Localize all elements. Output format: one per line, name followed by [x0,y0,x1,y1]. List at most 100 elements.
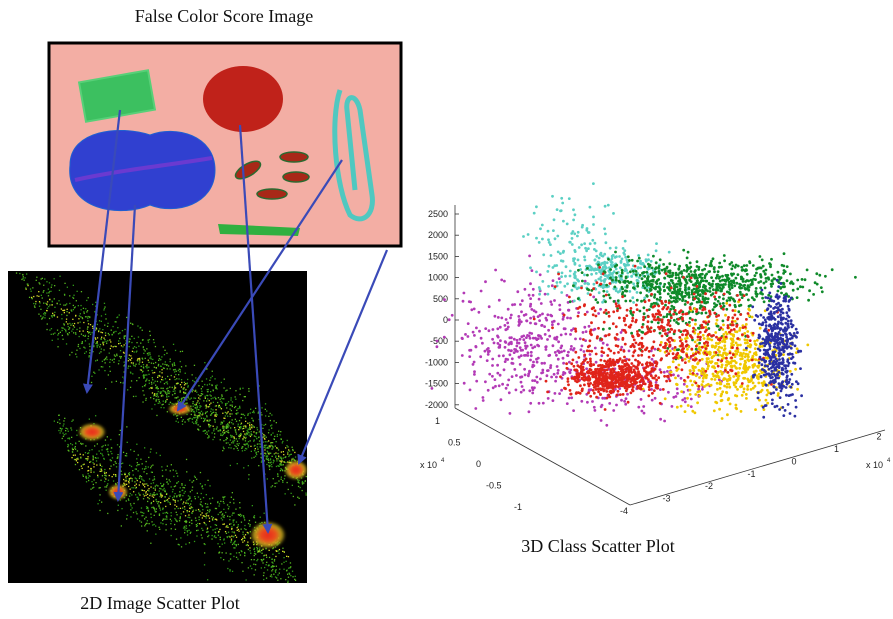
scatter-2d-dot [206,517,207,518]
class-point [592,216,595,219]
class-point [672,373,675,376]
scatter-2d-dot [69,303,70,304]
scatter-2d-dot [206,515,207,516]
class-point [592,182,595,185]
scatter-2d-dot [265,409,266,410]
class-point [470,349,473,352]
scatter-2d-dot [180,392,181,393]
class-point [538,298,541,301]
scatter-2d-dot [68,445,69,446]
scatter-2d-dot [110,466,111,467]
scatter-2d-dot [169,379,170,380]
class-point [693,288,696,291]
class-point [722,302,725,305]
scatter-2d-dot [233,423,234,424]
class-point [669,295,672,298]
scatter-2d-dot [204,564,205,565]
scatter-2d-dot [223,387,224,388]
scatter-2d-dot [206,378,207,379]
class-point [659,388,662,391]
scatter-2d-dot [74,323,75,324]
class-point [541,362,544,365]
class-point [503,280,506,283]
scatter-2d-dot [108,374,109,375]
scatter-2d-dot [81,466,82,467]
scatter-2d-dot [166,479,167,480]
scatter-2d-dot [136,347,137,348]
scatter-2d-dot [119,332,120,333]
scatter-2d-dot [174,365,175,366]
class-point [504,328,507,331]
scatter-2d-dot [76,356,77,357]
class-point [556,365,559,368]
class-point [529,297,532,300]
class-point [555,376,558,379]
scatter-2d-dot [106,472,107,473]
class-point [572,284,575,287]
class-point [659,418,662,421]
scatter-2d-dot [271,559,272,560]
scatter-2d-dot [277,574,278,575]
class-point [753,340,756,343]
class-point [548,335,551,338]
scatter-2d-dot [204,552,205,553]
scatter-2d-dot [158,391,159,392]
scatter-2d-dot [104,339,105,340]
scatter-2d-dot [197,523,198,524]
class-point [530,344,533,347]
class-point [600,252,603,255]
scatter-2d-dot [175,350,176,351]
scatter-2d-dot [118,363,119,364]
scatter-2d-dot [251,559,252,560]
scatter-2d-dot [237,526,238,527]
scatter-2d-dot [117,456,118,457]
scatter-2d-dot [140,481,141,482]
scatter-2d-dot [142,515,143,516]
class-point [698,342,701,345]
scatter-2d-dot [222,435,223,436]
scatter-2d-dot [57,338,58,339]
scatter-2d-dot [90,472,91,473]
scatter-2d-dot [159,376,160,377]
class-point [712,280,715,283]
scatter-2d-dot [127,515,128,516]
scatter-2d-dot [218,397,219,398]
class-point [687,251,690,254]
scatter-2d-dot [264,449,265,450]
class-point [676,300,679,303]
scatter-2d-dot [60,432,61,433]
class-point [494,315,497,318]
scatter-2d-dot [135,365,136,366]
scatter-2d-dot [136,484,137,485]
class-point [484,350,487,353]
scatter-2d-dot [271,464,272,465]
scatter-2d-dot [126,455,127,456]
scatter-2d-dot [198,385,199,386]
scatter-2d-dot [77,291,78,292]
scatter-2d-dot [142,463,143,464]
scatter-2d-dot [38,291,39,292]
scatter-2d-dot [95,360,96,361]
scatter-2d-dot [252,505,253,506]
scatter-2d-dot [226,403,227,404]
class-point [533,212,536,215]
scatter-2d-dot [157,393,158,394]
scatter-2d-dot [118,343,119,344]
x-tick-label: 1 [834,444,839,454]
scatter-2d-dot [278,458,279,459]
scatter-2d-dot [162,379,163,380]
class-point [530,351,533,354]
class-point [448,318,451,321]
scatter-2d-dot [253,441,254,442]
scatter-2d-dot [52,313,53,314]
class-point [748,309,751,312]
scatter-2d-dot [102,329,103,330]
scatter-2d-dot [207,480,208,481]
scatter-2d-dot [253,564,254,565]
class-point [550,254,553,257]
scatter-2d-dot [102,361,103,362]
scatter-2d-dot [143,367,144,368]
scatter-2d-dot [281,459,282,460]
scatter-2d-dot [161,486,162,487]
scatter-2d-dot [49,291,50,292]
